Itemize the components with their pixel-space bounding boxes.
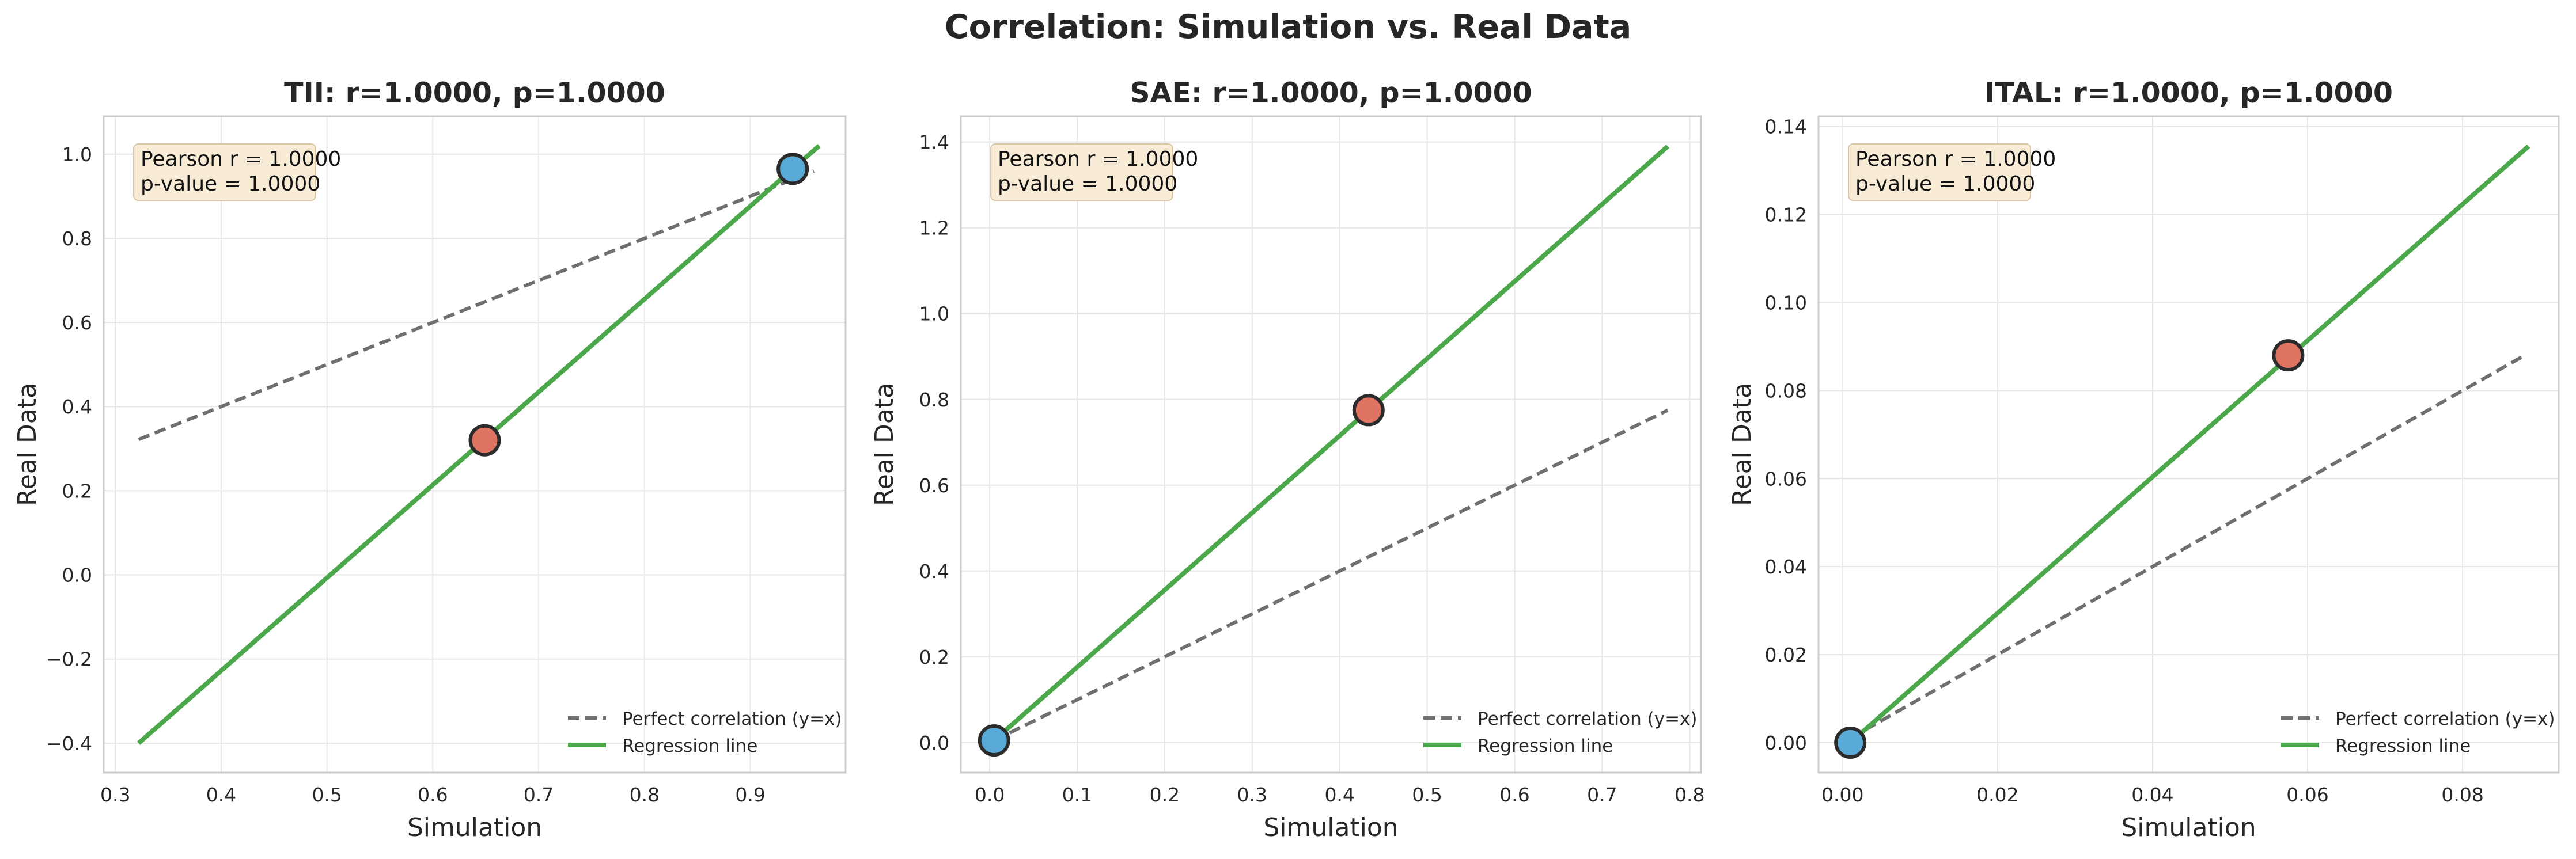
y-tick-label: 1.4 [919, 131, 949, 154]
plot-area [992, 145, 1669, 743]
y-tick-label: 0.02 [1765, 644, 1807, 666]
data-point-red [468, 424, 501, 457]
annotation-text: p-value = 1.0000 [1855, 172, 2035, 196]
annotation-box [133, 143, 316, 201]
y-tick-label: 0.4 [62, 396, 92, 418]
regression-line [992, 145, 1669, 743]
x-tick-label: 0.3 [100, 784, 130, 806]
plot-area [1848, 144, 2530, 745]
data-point-blue [776, 153, 809, 185]
x-tick-label: 0.1 [1062, 784, 1092, 806]
y-tick-label: 0.08 [1765, 379, 1807, 402]
data-point-red [2272, 339, 2305, 372]
annotation-box [990, 143, 1173, 201]
data-point-blue [1834, 727, 1867, 759]
x-tick-label: 0.5 [1412, 784, 1442, 806]
annotation-text: p-value = 1.0000 [998, 172, 1177, 196]
axes-frame [960, 115, 1702, 774]
y-axis-label: Real Data [870, 383, 899, 506]
regression-line [1848, 144, 2530, 745]
x-axis-label: Simulation [1263, 813, 1398, 842]
y-tick-label: 1.0 [62, 143, 92, 166]
y-tick-label: 0.4 [919, 560, 949, 583]
subplot-2: 0.0 0.1 0.2 0.3 0.4 0.5 0.6 0.7 0.8 0.0 0.2 0.4 0.6 0… [870, 77, 1704, 842]
y-tick-label: 0.0 [62, 564, 92, 587]
x-tick-label: 0.6 [1499, 784, 1529, 806]
x-tick-label: 0.8 [1675, 784, 1704, 806]
x-axis-label: Simulation [2121, 813, 2256, 842]
x-tick-label: 0.02 [1976, 784, 2018, 806]
y-tick-label: 0.0 [919, 732, 949, 754]
data-point-red [1352, 394, 1385, 427]
y-tick-label: 0.2 [919, 646, 949, 668]
annotation-text: Pearson r = 1.0000 [141, 147, 341, 171]
identity-line [1849, 354, 2526, 740]
axes-frame [1817, 115, 2560, 774]
identity-line [138, 169, 815, 442]
identity-line [993, 408, 1669, 742]
x-tick-label: 0.06 [2286, 784, 2328, 806]
y-axis-label: Real Data [13, 383, 42, 506]
subplot-3: 0.00 0.02 0.04 0.06 0.08 0.00 0.02 0.04 0.06 0.08… [1728, 77, 2560, 842]
y-tick-label: 0.8 [62, 227, 92, 250]
x-tick-label: 0.7 [524, 784, 554, 806]
data-point-blue [978, 724, 1010, 757]
annotation-text: p-value = 1.0000 [141, 172, 320, 196]
x-tick-label: 0.8 [630, 784, 660, 806]
y-tick-label: 0.6 [919, 474, 949, 497]
x-tick-label: 0.08 [2441, 784, 2483, 806]
y-tick-label: 0.00 [1765, 732, 1807, 754]
x-axis-label: Simulation [407, 813, 542, 842]
x-tick-label: 0.4 [206, 784, 236, 806]
y-tick-label: 0.14 [1765, 116, 1807, 138]
annotation-box [1848, 143, 2031, 201]
x-tick-label: 0.2 [1150, 784, 1180, 806]
y-tick-label: 0.06 [1765, 467, 1807, 490]
legend-label: Perfect correlation (y=x) [2335, 709, 2555, 729]
x-tick-label: 0.9 [735, 784, 765, 806]
y-tick-label: 1.2 [919, 217, 949, 240]
annotation-text: Pearson r = 1.0000 [1855, 147, 2056, 171]
legend-label: Perfect correlation (y=x) [622, 709, 842, 729]
y-axis-label: Real Data [1728, 383, 1757, 506]
legend-label: Regression line [1478, 736, 1613, 757]
y-tick-label: 0.10 [1765, 291, 1807, 314]
y-tick-label: 0.2 [62, 480, 92, 502]
legend-label: Perfect correlation (y=x) [1478, 709, 1698, 729]
x-tick-label: 0.7 [1587, 784, 1617, 806]
legend-label: Regression line [2335, 736, 2471, 757]
x-tick-label: 0.6 [418, 784, 448, 806]
y-tick-label: −0.2 [46, 648, 92, 671]
x-tick-label: 0.3 [1237, 784, 1267, 806]
y-tick-label: 0.8 [919, 389, 949, 411]
x-tick-label: 0.4 [1324, 784, 1354, 806]
x-tick-label: 0.00 [1821, 784, 1863, 806]
figure-title: Correlation: Simulation vs. Real Data [944, 8, 1632, 46]
subplot-title: SAE: r=1.0000, p=1.0000 [1130, 77, 1532, 109]
y-tick-label: 0.6 [62, 311, 92, 334]
legend-label: Regression line [622, 736, 757, 757]
x-tick-label: 0.0 [975, 784, 1005, 806]
subplot-title: ITAL: r=1.0000, p=1.0000 [1984, 77, 2393, 109]
subplot-1: 0.3 0.4 0.5 0.6 0.7 0.8 0.9 −0.4 −0.2 0.0 0.2 0.4 0.… [13, 77, 847, 842]
y-tick-label: 0.12 [1765, 204, 1807, 226]
y-tick-label: 0.04 [1765, 556, 1807, 578]
subplot-title: TII: r=1.0000, p=1.0000 [284, 77, 665, 109]
axes-frame [103, 115, 847, 774]
y-tick-label: 1.0 [919, 303, 949, 325]
y-tick-label: −0.4 [46, 732, 92, 755]
annotation-text: Pearson r = 1.0000 [998, 147, 1198, 171]
x-tick-label: 0.5 [312, 784, 342, 806]
x-tick-label: 0.04 [2131, 784, 2173, 806]
